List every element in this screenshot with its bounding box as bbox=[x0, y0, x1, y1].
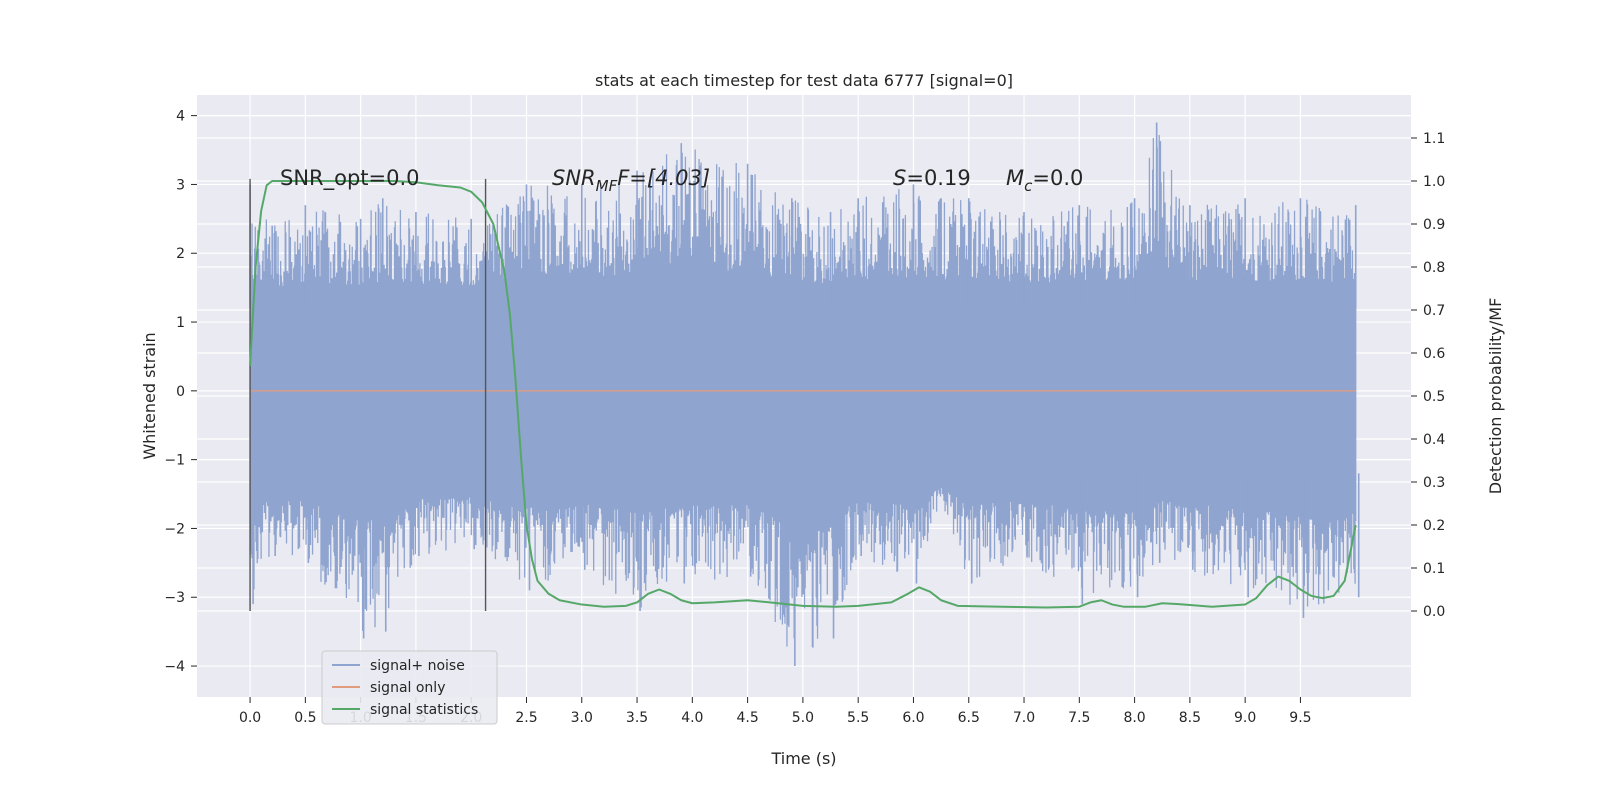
annotation-s-prefix: S bbox=[893, 166, 906, 190]
y2-tick-label-0: 0.0 bbox=[1423, 604, 1445, 620]
x-tick-label-5: 2.5 bbox=[515, 710, 537, 726]
legend-box bbox=[321, 650, 498, 725]
y2-tick-label-1: 0.1 bbox=[1423, 561, 1445, 577]
y-axis-ticks: −4 −3 −2 −1 0 1 2 3 4 bbox=[164, 109, 197, 675]
annotation-mc-prefix: M bbox=[1006, 166, 1024, 190]
x-tick-label-8: 4.0 bbox=[681, 710, 703, 726]
y-tick-label-8: 4 bbox=[176, 109, 185, 125]
y2-axis-ticks: 0.0 0.1 0.2 0.3 0.4 0.5 0.6 0.7 0.8 0.9 1.0 1.1 bbox=[1411, 131, 1445, 620]
y2-axis-label: Detection probability/MF bbox=[1486, 298, 1505, 495]
series-signal-noise bbox=[249, 122, 1360, 667]
y-axis-label: Whitened strain bbox=[140, 332, 159, 459]
annotation-mc: Mc=0.0 bbox=[1006, 166, 1083, 195]
x-tick-label-1: 0.5 bbox=[294, 710, 316, 726]
x-tick-label-14: 7.0 bbox=[1013, 710, 1035, 726]
legend-label-signal-statistics: signal statistics bbox=[370, 702, 478, 718]
y-tick-label-0: −4 bbox=[164, 659, 185, 675]
y2-tick-label-8: 0.8 bbox=[1423, 260, 1445, 276]
y-tick-label-6: 2 bbox=[176, 246, 185, 262]
y-tick-label-4: 0 bbox=[176, 384, 185, 400]
x-tick-label-10: 5.0 bbox=[792, 710, 814, 726]
y-tick-label-3: −1 bbox=[164, 453, 185, 469]
vertical-markers bbox=[249, 178, 487, 611]
y2-tick-label-11: 1.1 bbox=[1423, 131, 1445, 147]
y-tick-label-7: 3 bbox=[176, 177, 185, 193]
y2-tick-label-7: 0.7 bbox=[1423, 303, 1445, 319]
x-tick-label-7: 3.5 bbox=[626, 710, 648, 726]
stats-line-path bbox=[249, 180, 1357, 609]
series-signal-statistics bbox=[249, 180, 1357, 609]
x-tick-label-12: 6.0 bbox=[902, 710, 924, 726]
y-tick-label-1: −3 bbox=[164, 590, 185, 606]
y2-tick-label-9: 0.9 bbox=[1423, 217, 1445, 233]
y2-tick-label-6: 0.6 bbox=[1423, 346, 1445, 362]
annotation-s-rest: =0.19 bbox=[906, 166, 970, 190]
x-tick-label-16: 8.0 bbox=[1123, 710, 1145, 726]
x-tick-label-9: 4.5 bbox=[736, 710, 758, 726]
annotation-mc-sub: c bbox=[1024, 177, 1033, 195]
annotation-s: S=0.19 bbox=[893, 166, 971, 190]
x-tick-label-6: 3.0 bbox=[571, 710, 593, 726]
y2-tick-label-3: 0.3 bbox=[1423, 475, 1445, 491]
legend-label-signal-only: signal only bbox=[370, 680, 445, 696]
annotation-snr-opt: SNR_opt=0.0 bbox=[280, 166, 420, 191]
x-tick-label-11: 5.5 bbox=[847, 710, 869, 726]
y2-tick-label-10: 1.0 bbox=[1423, 174, 1445, 190]
x-tick-label-17: 8.5 bbox=[1179, 710, 1201, 726]
x-tick-label-13: 6.5 bbox=[958, 710, 980, 726]
annotation-snr-mf-rest: F=[4.03] bbox=[617, 166, 710, 190]
annotation-mc-rest: =0.0 bbox=[1032, 166, 1083, 190]
annotation-snr-mf-prefix: SNR bbox=[552, 166, 596, 190]
annotation-snr-mf-sub: MF bbox=[596, 177, 618, 195]
x-tick-label-15: 7.5 bbox=[1068, 710, 1090, 726]
x-tick-label-18: 9.0 bbox=[1234, 710, 1256, 726]
y-tick-label-2: −2 bbox=[164, 521, 185, 537]
legend: signal+ noise signal only signal statist… bbox=[321, 650, 498, 725]
y2-tick-label-2: 0.2 bbox=[1423, 518, 1445, 534]
y-tick-label-5: 1 bbox=[176, 315, 185, 331]
x-axis-label: Time (s) bbox=[770, 749, 836, 768]
y2-tick-label-4: 0.4 bbox=[1423, 432, 1445, 448]
x-tick-label-0: 0.0 bbox=[239, 710, 261, 726]
y2-tick-label-5: 0.5 bbox=[1423, 389, 1445, 405]
chart-title: stats at each timestep for test data 677… bbox=[595, 71, 1013, 90]
legend-label-signal-noise: signal+ noise bbox=[370, 658, 465, 674]
annotation-snr-mf: SNRMFF=[4.03] bbox=[552, 166, 710, 195]
x-tick-label-19: 9.5 bbox=[1289, 710, 1311, 726]
